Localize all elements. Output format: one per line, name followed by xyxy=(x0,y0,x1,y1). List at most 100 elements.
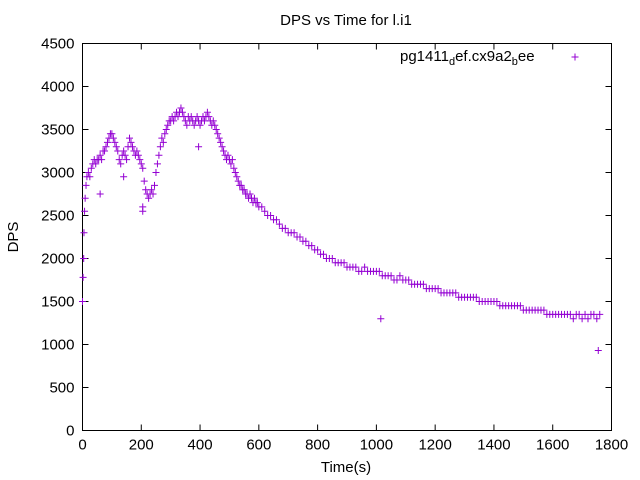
data-point xyxy=(220,147,228,155)
data-point xyxy=(82,181,90,189)
data-point xyxy=(178,108,186,116)
data-point xyxy=(352,263,360,271)
legend: pg1411def.cx9a2bee xyxy=(400,48,579,68)
data-point xyxy=(193,113,201,121)
data-point xyxy=(92,160,100,168)
data-point xyxy=(493,298,501,305)
data-point xyxy=(377,315,385,323)
data-point xyxy=(358,267,366,275)
data-point xyxy=(314,246,322,254)
data-point xyxy=(177,104,185,112)
data-point xyxy=(108,130,116,138)
data-point xyxy=(114,147,122,155)
x-tick-label: 1400 xyxy=(477,437,510,454)
axis-tick-labels: 0 200 400 600 800 1000 1200 1400 1600 1800 0 500 100… xyxy=(41,36,628,454)
data-point xyxy=(578,315,586,323)
data-point xyxy=(80,229,88,237)
data-point xyxy=(115,156,123,164)
data-point xyxy=(296,233,304,241)
data-point xyxy=(472,293,480,301)
data-point xyxy=(81,194,89,202)
data-point xyxy=(136,156,144,164)
data-point xyxy=(272,216,280,224)
data-point xyxy=(212,126,220,133)
chart-title: DPS vs Time for l.i1 xyxy=(280,12,412,29)
data-point xyxy=(153,160,161,168)
y-tick-label: 2500 xyxy=(41,208,74,225)
x-tick-label: 400 xyxy=(188,437,213,454)
data-point xyxy=(569,315,577,323)
data-point xyxy=(187,113,195,121)
data-point xyxy=(133,147,141,155)
data-point xyxy=(275,220,283,228)
legend-label-subscript: d xyxy=(449,56,455,68)
data-point xyxy=(127,138,135,146)
data-point xyxy=(593,315,601,323)
data-point xyxy=(246,190,254,198)
data-point xyxy=(126,134,134,142)
data-point xyxy=(87,164,95,172)
data-point xyxy=(156,143,164,151)
data-point xyxy=(205,113,213,121)
data-point xyxy=(253,199,261,207)
data-point xyxy=(80,255,88,262)
legend-label-part: ee xyxy=(518,48,535,65)
data-point xyxy=(396,272,404,280)
legend-label-part: ef.cx9a2 xyxy=(455,48,512,65)
data-point xyxy=(140,177,148,185)
y-tick-label: 3000 xyxy=(41,165,74,182)
data-point xyxy=(581,310,589,318)
data-point xyxy=(218,143,226,151)
data-point xyxy=(594,347,602,355)
data-point xyxy=(203,108,211,116)
data-point xyxy=(148,186,156,194)
data-point xyxy=(117,160,125,168)
data-point xyxy=(164,121,172,129)
y-axis-label: DPS xyxy=(5,222,22,253)
legend-entry-label: pg1411def.cx9a2bee xyxy=(400,48,535,68)
data-point xyxy=(328,255,336,262)
data-point xyxy=(224,151,232,159)
data-point xyxy=(79,273,87,281)
x-tick-label: 1600 xyxy=(536,437,569,454)
data-point xyxy=(566,310,574,318)
data-point xyxy=(123,156,131,164)
data-point xyxy=(217,138,225,146)
plot-frame xyxy=(82,43,612,431)
data-point xyxy=(161,130,169,138)
data-point xyxy=(302,237,310,245)
data-point xyxy=(230,164,238,172)
legend-marker-plus xyxy=(571,53,579,61)
data-point xyxy=(200,117,208,125)
data-point xyxy=(290,229,298,237)
data-point xyxy=(281,224,289,232)
data-point xyxy=(96,151,104,159)
data-point xyxy=(267,212,275,219)
data-point xyxy=(575,310,583,318)
data-point xyxy=(250,194,258,202)
data-point xyxy=(151,181,159,189)
data-point xyxy=(149,190,157,198)
data-point xyxy=(102,143,110,151)
data-point xyxy=(237,181,245,189)
data-point xyxy=(375,267,383,275)
data-point xyxy=(190,121,198,129)
x-tick-label: 1000 xyxy=(360,437,393,454)
data-point xyxy=(234,177,242,185)
data-point xyxy=(209,117,217,125)
data-point xyxy=(596,310,604,318)
data-point xyxy=(584,315,592,323)
legend-label-subscript: b xyxy=(512,56,518,68)
data-point xyxy=(419,280,427,288)
x-tick-label: 1800 xyxy=(595,437,628,454)
x-tick-label: 800 xyxy=(305,437,330,454)
data-point xyxy=(405,276,413,284)
data-point xyxy=(319,250,327,258)
x-tick-label: 1200 xyxy=(418,437,451,454)
legend-label-part: pg1411 xyxy=(400,48,449,65)
data-point xyxy=(214,130,222,138)
data-point xyxy=(387,272,395,280)
data-point xyxy=(139,203,147,211)
data-point xyxy=(340,259,348,267)
